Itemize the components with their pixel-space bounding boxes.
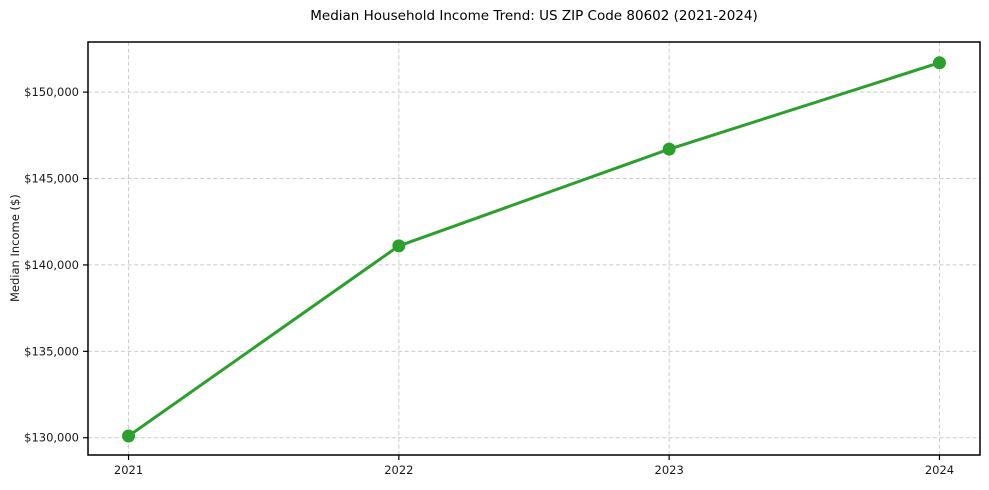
- trend-line: [127, 61, 941, 438]
- data-point-2024: [932, 56, 946, 70]
- x-tick-label: 2022: [384, 463, 413, 477]
- data-point-2023: [662, 142, 676, 156]
- x-tick-label: 2024: [925, 463, 954, 477]
- data-point-2022: [392, 239, 406, 253]
- y-tick-label: $150,000: [24, 85, 79, 99]
- y-tick-label: $145,000: [24, 172, 79, 186]
- y-axis-label: Median Income ($): [8, 194, 22, 303]
- y-tick-label: $135,000: [24, 344, 79, 358]
- y-tick-label: $140,000: [24, 258, 79, 272]
- data-point-2021: [122, 429, 136, 443]
- plot-border: [87, 41, 981, 456]
- y-tick-label: $130,000: [24, 431, 79, 445]
- x-tick-label: 2021: [114, 463, 143, 477]
- chart-title: Median Household Income Trend: US ZIP Co…: [310, 8, 758, 24]
- x-tick-label: 2023: [655, 463, 684, 477]
